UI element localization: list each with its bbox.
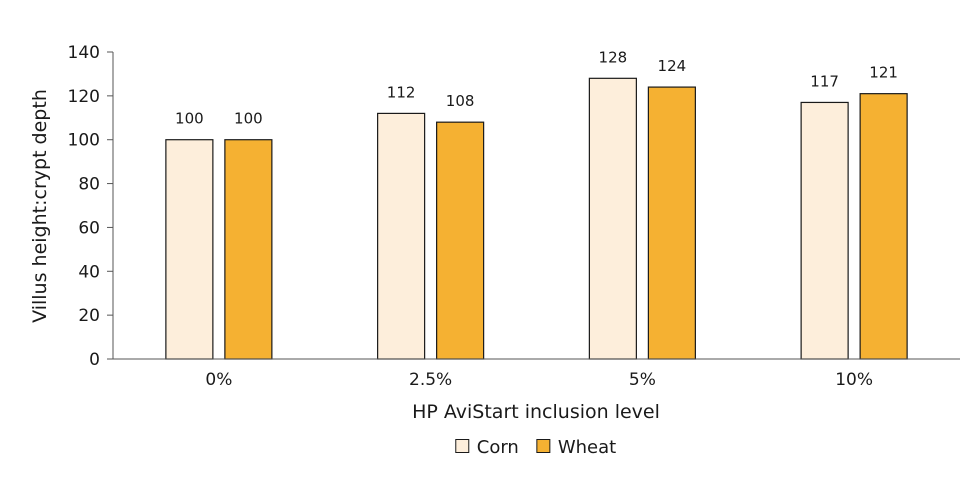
y-tick-label: 0 (89, 350, 100, 370)
data-label-wheat-1: 108 (446, 92, 475, 110)
data-label-corn-1: 112 (387, 83, 416, 101)
x-tick-label: 2.5% (409, 370, 452, 390)
y-tick-label: 140 (68, 43, 100, 63)
bar-wheat-3 (859, 93, 908, 360)
data-label-wheat-3: 121 (869, 64, 898, 82)
y-axis-title: Villus height:crypt depth (29, 89, 51, 323)
bar-corn-2 (588, 77, 637, 360)
y-tick-label: 60 (78, 218, 100, 238)
legend: Corn Wheat (455, 437, 616, 458)
x-axis-ticks: 0% 2.5% 5% 10% (205, 370, 873, 390)
legend-label-corn: Corn (477, 437, 519, 458)
data-label-corn-2: 128 (599, 48, 628, 66)
bars (165, 77, 908, 360)
y-tick-label: 80 (78, 175, 100, 195)
legend-swatch-wheat (536, 439, 551, 453)
legend-label-wheat: Wheat (558, 437, 616, 458)
x-tick-label: 10% (835, 370, 873, 390)
x-tick-label: 5% (629, 370, 656, 390)
data-label-wheat-0: 100 (234, 110, 263, 128)
y-axis-ticks: 0 20 40 60 80 100 120 140 (68, 43, 113, 370)
bar-corn-0 (165, 139, 214, 360)
y-tick-label: 120 (68, 87, 100, 107)
data-label-wheat-2: 124 (658, 57, 687, 75)
data-label-corn-3: 117 (810, 72, 839, 90)
data-label-corn-0: 100 (175, 110, 204, 128)
legend-swatch-corn (455, 439, 470, 453)
y-tick-label: 40 (78, 262, 100, 282)
y-tick-label: 20 (78, 306, 100, 326)
x-tick-label: 0% (205, 370, 232, 390)
bar-corn-1 (377, 112, 426, 360)
bar-wheat-0 (224, 139, 273, 360)
x-axis-title: HP AviStart inclusion level (412, 401, 660, 423)
bar-corn-3 (800, 101, 849, 360)
bar-wheat-1 (436, 121, 485, 360)
y-tick-label: 100 (68, 131, 100, 151)
data-labels: 100 100 112 108 128 124 117 121 (175, 48, 898, 127)
bar-wheat-2 (647, 86, 696, 360)
